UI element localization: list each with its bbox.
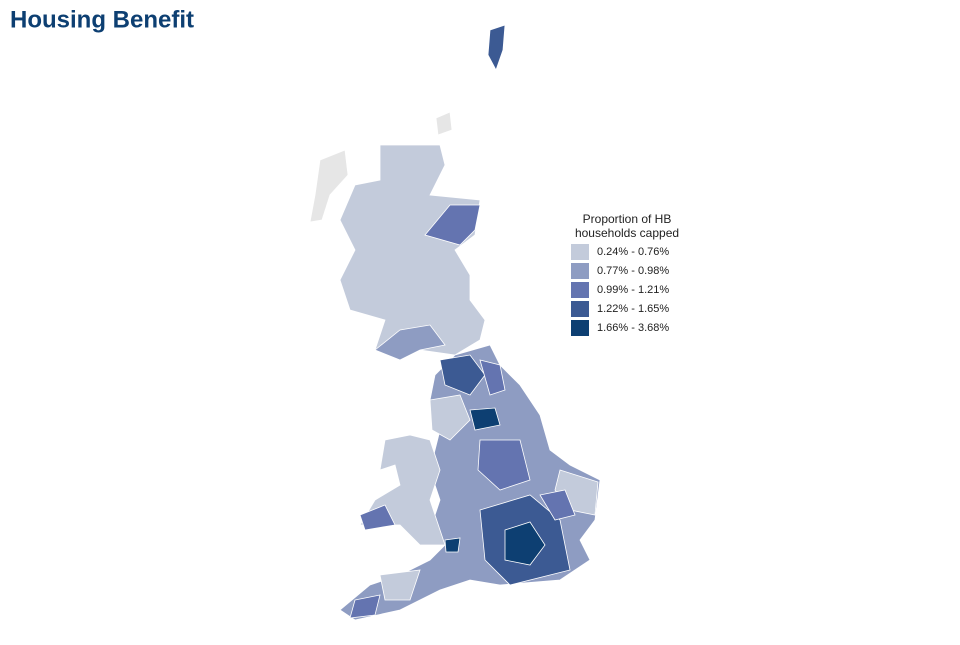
legend-swatch xyxy=(571,301,589,317)
region xyxy=(469,407,501,431)
legend-label: 1.66% - 3.68% xyxy=(597,322,669,334)
title: Housing Benefit xyxy=(10,6,194,33)
region xyxy=(439,354,486,396)
legend-label: 1.22% - 1.65% xyxy=(597,303,669,315)
region xyxy=(374,324,446,361)
legend-swatch xyxy=(571,320,589,336)
map xyxy=(309,24,601,621)
legend-title: households capped xyxy=(575,226,679,240)
region xyxy=(435,111,453,136)
region xyxy=(539,489,576,521)
region xyxy=(504,521,546,566)
legend-label: 0.99% - 1.21% xyxy=(597,284,669,296)
legend-title: Proportion of HB xyxy=(583,212,672,226)
legend-swatch xyxy=(571,282,589,298)
legend: Proportion of HB households capped 0.24%… xyxy=(571,212,679,336)
region xyxy=(349,594,381,619)
region xyxy=(487,24,506,71)
region xyxy=(444,537,461,553)
region xyxy=(429,394,471,441)
region xyxy=(479,359,506,396)
region xyxy=(309,149,349,223)
region xyxy=(477,439,531,491)
legend-label: 0.77% - 0.98% xyxy=(597,265,669,277)
legend-swatch xyxy=(571,263,589,279)
region xyxy=(424,204,481,246)
region xyxy=(359,504,396,531)
legend-swatch xyxy=(571,244,589,260)
region xyxy=(379,569,421,601)
legend-label: 0.24% - 0.76% xyxy=(597,246,669,258)
